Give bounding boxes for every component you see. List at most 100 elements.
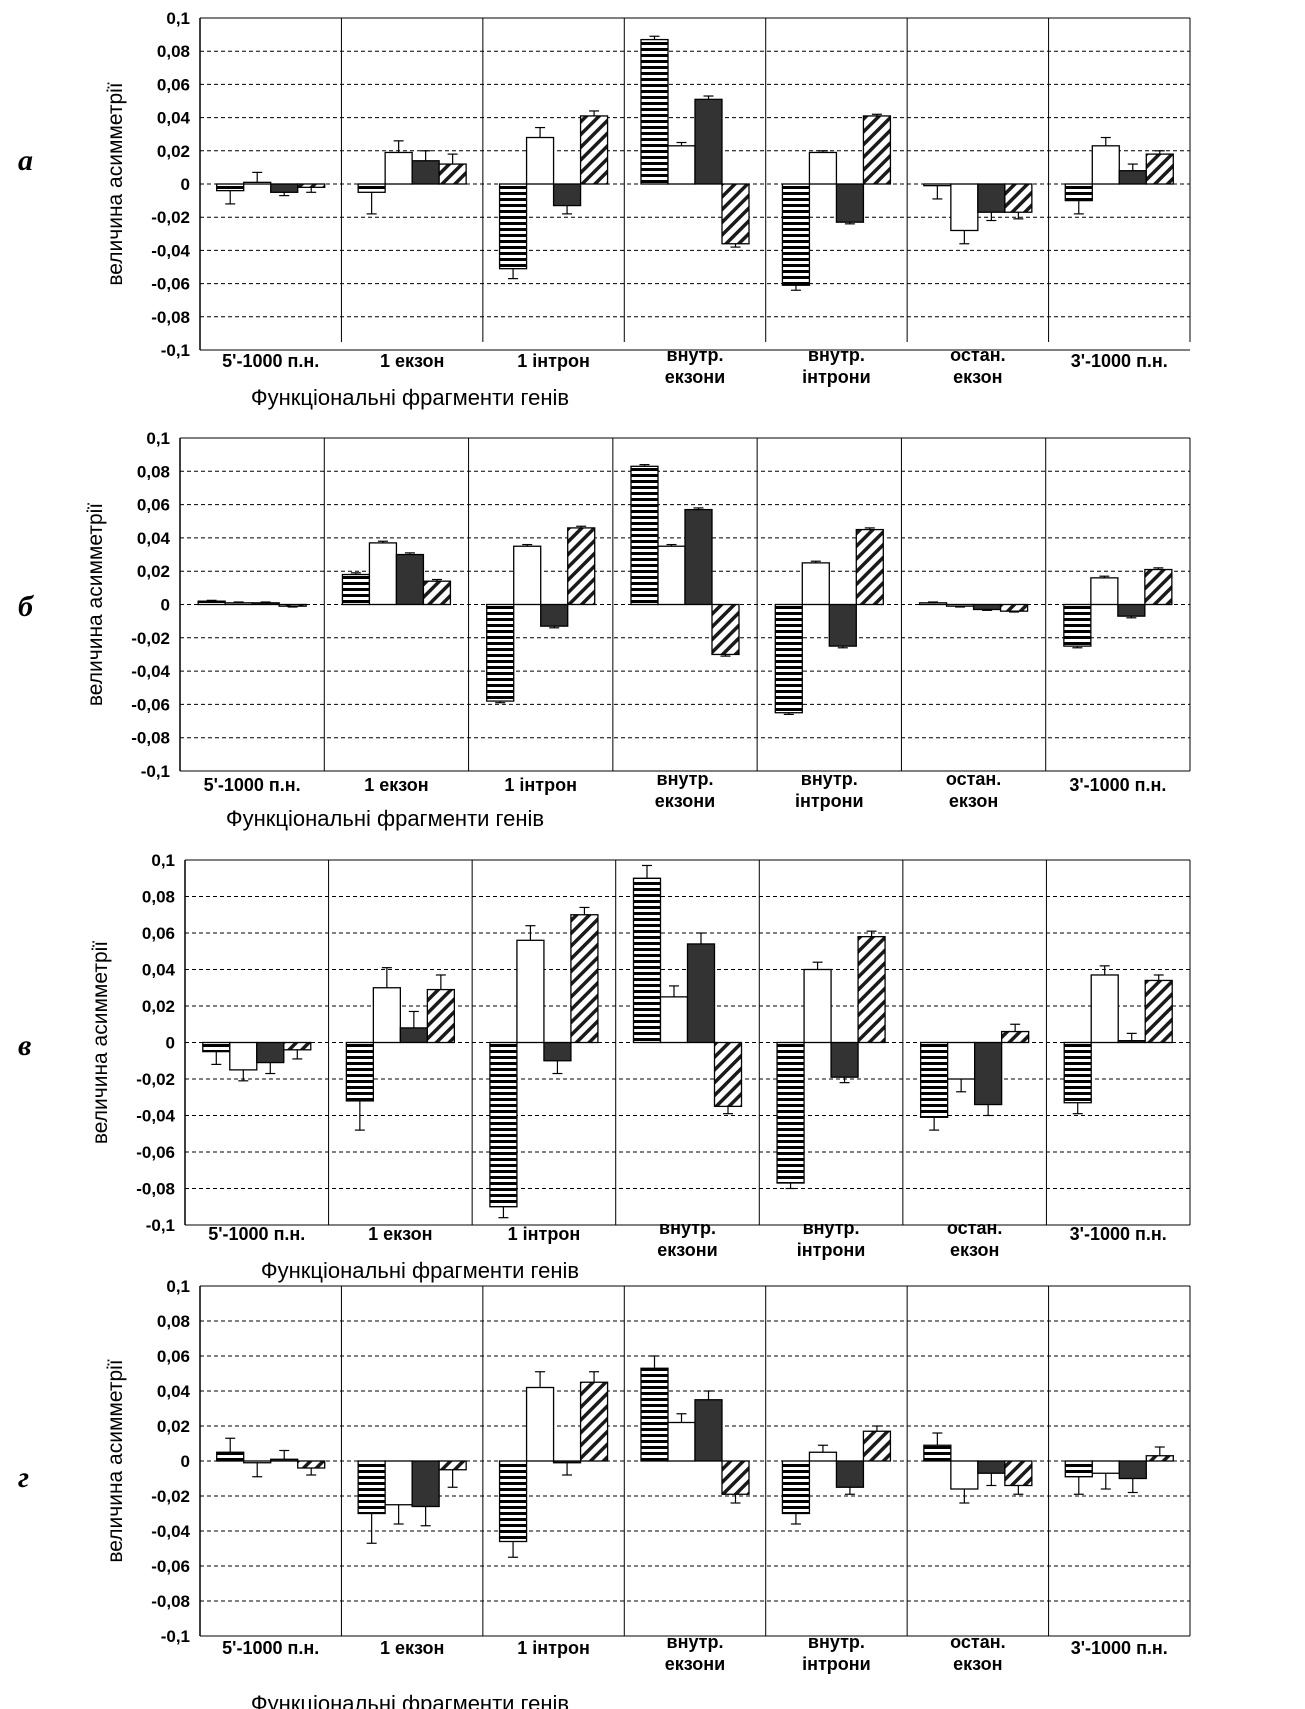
bar [216, 1451, 245, 1462]
bar [1004, 1460, 1033, 1487]
bar [684, 508, 713, 606]
y-tick-label: 0,02 [142, 997, 175, 1016]
bar [1144, 568, 1173, 606]
bar [567, 527, 596, 606]
y-tick-label: -0,02 [131, 629, 170, 648]
y-tick-label: -0,04 [151, 241, 190, 260]
y-tick-label: 0,08 [157, 42, 190, 61]
y-tick-label: -0,06 [151, 275, 190, 294]
bar [1064, 183, 1093, 202]
bar [630, 465, 659, 606]
x-axis-title: Функціональні фрагменти генів [251, 385, 569, 410]
y-tick-label: -0,04 [136, 1107, 175, 1126]
category-label: екзон [953, 367, 1002, 387]
bar [525, 1386, 555, 1462]
y-tick-label: -0,04 [131, 662, 170, 681]
bar [426, 988, 456, 1044]
bar [243, 1460, 272, 1464]
bar [384, 151, 413, 185]
y-axis-title: величина асимметрії [89, 941, 112, 1144]
bar [667, 145, 696, 185]
category-label: внутр. [659, 1218, 716, 1238]
category-label: 5'-1000 п.н. [208, 1224, 305, 1244]
bar [256, 1041, 285, 1064]
bar [270, 183, 299, 193]
chart-panel-4: 0,1 0,08 0,06 0,04 0,02 0 -0,02 -0,04 -0,06 -0,08… [18, 1277, 1191, 1709]
y-tick-label: -0,02 [151, 1487, 190, 1506]
bar [972, 603, 1002, 611]
category-label: екзони [665, 1654, 725, 1674]
category-label: 3'-1000 п.н. [1069, 775, 1166, 795]
bar [243, 181, 272, 185]
category-label: 1 екзон [380, 351, 444, 371]
y-tick-label: 0,04 [157, 1382, 191, 1401]
bar [950, 1460, 979, 1490]
category-label: 1 екзон [368, 1224, 432, 1244]
category-label: 3'-1000 п.н. [1070, 1224, 1167, 1244]
category-label: інтрони [795, 791, 864, 811]
bar [946, 1041, 976, 1080]
bar [411, 1460, 440, 1508]
bar [411, 160, 440, 185]
chart-panel-1: 0,1 0,08 0,06 0,04 0,02 0 -0,02 -0,04 -0,06 -0,08… [18, 9, 1191, 410]
bar [540, 603, 569, 627]
category-label: 1 інтрон [517, 351, 590, 371]
panel-label: а [18, 144, 33, 177]
bar [438, 163, 467, 185]
category-label: внутр. [667, 345, 724, 365]
bar [776, 1041, 805, 1184]
bar [857, 936, 886, 1044]
category-label: внутр. [801, 769, 858, 789]
bar [1117, 1040, 1146, 1044]
bar [945, 603, 975, 607]
bar [278, 603, 307, 607]
y-tick-label: 0,04 [137, 529, 171, 548]
y-tick-label: -0,06 [151, 1557, 190, 1576]
bar [283, 1041, 312, 1051]
panel-label: б [18, 590, 34, 623]
bar [224, 602, 253, 606]
bar [270, 1458, 299, 1462]
bar [855, 528, 884, 606]
y-tick-label: -0,02 [151, 208, 190, 227]
bar [1090, 974, 1119, 1044]
category-label: 5'-1000 п.н. [222, 1638, 319, 1658]
bar [516, 939, 545, 1044]
bar [570, 914, 599, 1044]
bar [229, 1041, 258, 1071]
bar [835, 183, 865, 223]
bar [372, 987, 402, 1044]
bar [721, 183, 750, 245]
bar [1117, 603, 1146, 617]
category-label: екзон [950, 1240, 999, 1260]
bar [801, 562, 830, 606]
bar [552, 183, 582, 207]
bar [498, 1460, 528, 1543]
category-label: остан. [947, 1218, 1002, 1238]
bar [395, 553, 425, 606]
category-label: внутр. [808, 1632, 865, 1652]
y-tick-label: 0,02 [157, 142, 190, 161]
bar [721, 1460, 750, 1495]
panel-label: в [18, 1029, 31, 1062]
y-tick-label: -0,06 [131, 695, 170, 714]
category-label: інтрони [797, 1240, 866, 1260]
y-tick-label: -0,1 [141, 762, 170, 781]
y-tick-label: 0,08 [142, 888, 175, 907]
category-label: 1 екзон [380, 1638, 444, 1658]
bar [489, 1041, 518, 1208]
category-label: 3'-1000 п.н. [1071, 1638, 1168, 1658]
bar [251, 602, 280, 606]
bar [384, 1460, 413, 1506]
bar [694, 98, 723, 185]
bar [977, 183, 1006, 213]
bar [357, 183, 386, 193]
bar [1118, 1460, 1147, 1480]
category-label: 1 інтрон [508, 1224, 581, 1244]
category-label: остан. [946, 769, 1001, 789]
x-axis-title: Функціональні фрагменти генів [261, 1258, 579, 1283]
x-axis-title: Функціональні фрагменти генів [226, 806, 544, 831]
bar [830, 1041, 859, 1078]
bar [918, 602, 948, 606]
bar [667, 1421, 696, 1462]
